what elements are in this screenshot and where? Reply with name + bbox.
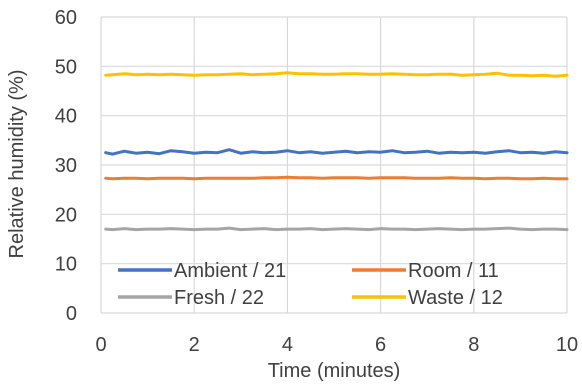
y-tick-label: 50 [55,56,77,78]
y-tick-label: 40 [55,106,77,128]
x-tick-label: 0 [95,334,106,356]
x-tick-label: 6 [375,334,386,356]
y-axis-tick-labels: 0 10 20 30 40 50 60 [55,7,77,325]
y-tick-label: 10 [55,254,77,276]
legend-label-ambient: Ambient / 21 [174,260,286,282]
x-tick-label: 8 [468,334,479,356]
y-tick-label: 0 [66,303,77,325]
gridlines [100,16,568,314]
x-axis-tick-labels: 0 2 4 6 8 10 [95,334,578,356]
legend-label-fresh: Fresh / 22 [174,287,264,309]
y-tick-label: 30 [55,155,77,177]
x-tick-label: 10 [556,334,578,356]
y-tick-label: 20 [55,204,77,226]
series-line-room [104,175,569,181]
legend: Ambient / 21 Room / 11 Fresh / 22 Waste / 1… [118,260,503,309]
series-line-ambient [104,148,569,156]
series-lines [104,71,569,232]
x-tick-label: 2 [189,334,200,356]
y-axis-title: Relative humidity (%) [6,70,28,259]
legend-label-waste: Waste / 12 [408,287,503,309]
x-tick-label: 4 [282,334,293,356]
y-tick-label: 60 [55,7,77,29]
series-line-fresh [104,226,569,232]
x-axis-title: Time (minutes) [268,360,401,382]
series-line-waste [104,71,569,78]
legend-label-room: Room / 11 [408,260,499,282]
